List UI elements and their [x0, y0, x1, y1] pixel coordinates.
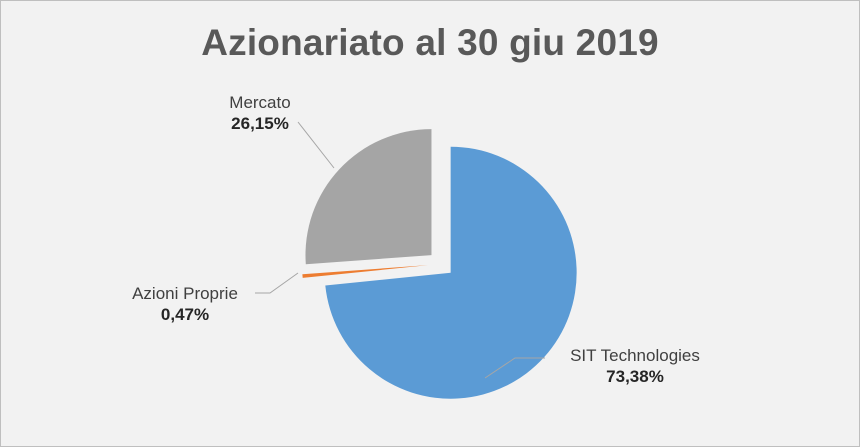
slice-label-sit-name: SIT Technologies: [570, 346, 700, 365]
pie-slice-sit: [325, 146, 577, 399]
leader-line-mercato: [297, 121, 335, 169]
slice-label-sit: SIT Technologies 73,38%: [550, 345, 720, 387]
chart-title: Azionariato al 30 giu 2019: [201, 22, 659, 63]
pie-slices: [302, 129, 577, 399]
slice-label-sit-value: 73,38%: [606, 367, 664, 386]
slice-label-mercato: Mercato 26,15%: [205, 92, 315, 134]
slice-label-azioni: Azioni Proprie 0,47%: [115, 283, 255, 325]
pie-slice-azioni: [302, 265, 429, 278]
leader-lines: [255, 121, 545, 379]
pie-slice-mercato: [305, 129, 432, 265]
leader-line-azioni: [255, 272, 299, 294]
slice-label-mercato-value: 26,15%: [231, 114, 289, 133]
slice-label-azioni-name: Azioni Proprie: [132, 284, 238, 303]
leader-line-sit: [484, 357, 545, 379]
slice-label-azioni-value: 0,47%: [160, 305, 210, 324]
slice-label-mercato-name: Mercato: [229, 93, 291, 112]
